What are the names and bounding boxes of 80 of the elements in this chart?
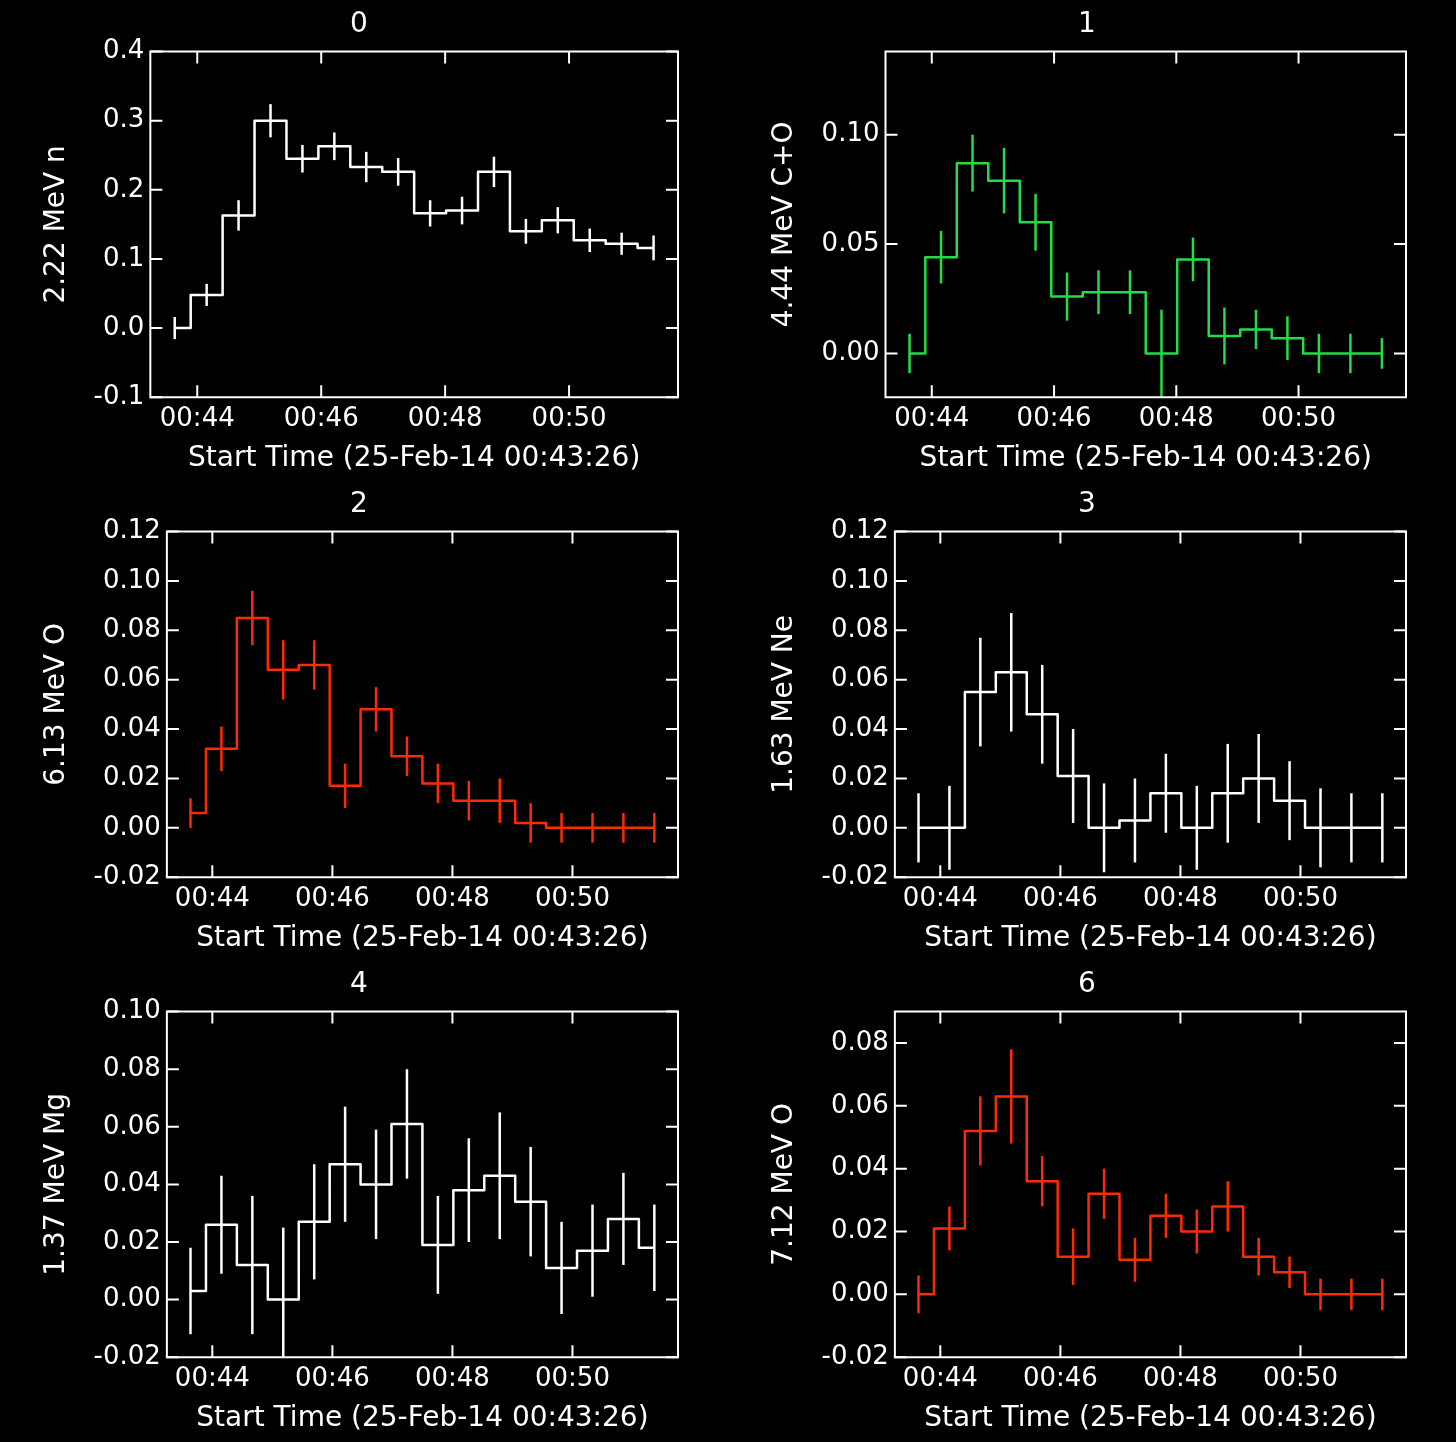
x-tick-label: 00:48 bbox=[1142, 881, 1218, 912]
y-tick-label: -0.02 bbox=[93, 1339, 161, 1370]
x-tick-label: 00:48 bbox=[1142, 1361, 1218, 1392]
x-tick-label: 00:46 bbox=[294, 1361, 370, 1392]
y-tick-label: 0.1 bbox=[102, 241, 145, 272]
x-tick-label: 00:50 bbox=[535, 881, 610, 912]
y-tick-label: 0.3 bbox=[102, 103, 145, 134]
x-tick-label: 00:50 bbox=[1263, 1361, 1338, 1392]
y-tick-label: -0.02 bbox=[821, 1339, 889, 1370]
y-axis-title: 1.63 MeV Ne bbox=[766, 614, 800, 794]
x-tick-label: 00:50 bbox=[531, 401, 607, 432]
x-tick-label: 00:48 bbox=[407, 401, 483, 432]
x-axis-title: Start Time (25-Feb-14 00:43:26) bbox=[924, 920, 1377, 954]
y-tick-label: 0.08 bbox=[830, 1025, 889, 1056]
y-tick-label: 0.12 bbox=[102, 514, 161, 545]
y-tick-label: 0.02 bbox=[102, 1224, 161, 1255]
y-tick-label: 0.06 bbox=[102, 1109, 161, 1140]
y-tick-label: 0.10 bbox=[821, 117, 880, 148]
x-tick-label: 00:50 bbox=[535, 1361, 610, 1392]
x-tick-label: 00:44 bbox=[159, 401, 235, 432]
y-tick-label: 0.02 bbox=[830, 1214, 889, 1245]
y-tick-label: 0.0 bbox=[102, 310, 145, 341]
y-axis-title: 7.12 MeV O bbox=[766, 1103, 800, 1266]
y-tick-label: 0.10 bbox=[102, 563, 161, 594]
y-tick-label: 0.04 bbox=[102, 1167, 161, 1198]
y-axis-title: 2.22 MeV n bbox=[38, 145, 72, 304]
y-tick-label: 0.06 bbox=[102, 662, 161, 693]
x-tick-label: 00:50 bbox=[1261, 401, 1337, 432]
y-tick-label: -0.1 bbox=[93, 379, 145, 410]
y-tick-label: 0.00 bbox=[102, 810, 161, 841]
x-tick-label: 00:46 bbox=[294, 881, 370, 912]
y-tick-label: 0.02 bbox=[102, 761, 161, 792]
chart-title: 4 bbox=[350, 966, 368, 1000]
y-tick-label: 0.08 bbox=[102, 613, 161, 644]
chart-title: 1 bbox=[1078, 6, 1096, 40]
y-tick-label: 0.4 bbox=[102, 34, 145, 65]
y-tick-label: -0.02 bbox=[93, 859, 161, 890]
y-tick-label: 0.2 bbox=[102, 172, 145, 203]
y-tick-label: 0.00 bbox=[830, 810, 889, 841]
y-axis-title: 6.13 MeV O bbox=[38, 623, 72, 786]
y-tick-label: 0.06 bbox=[830, 662, 889, 693]
x-tick-label: 00:46 bbox=[1022, 1361, 1098, 1392]
x-tick-label: 00:44 bbox=[894, 401, 970, 432]
x-tick-label: 00:44 bbox=[902, 1361, 978, 1392]
x-tick-label: 00:46 bbox=[1022, 881, 1098, 912]
x-axis-title: Start Time (25-Feb-14 00:43:26) bbox=[924, 1400, 1377, 1434]
y-tick-label: 0.04 bbox=[830, 711, 889, 742]
y-tick-label: 0.00 bbox=[821, 336, 880, 367]
x-axis-title: Start Time (25-Feb-14 00:43:26) bbox=[919, 440, 1372, 474]
x-tick-label: 00:44 bbox=[174, 881, 250, 912]
x-axis-title: Start Time (25-Feb-14 00:43:26) bbox=[188, 440, 641, 474]
chart-title: 3 bbox=[1078, 486, 1096, 520]
y-axis-title: 4.44 MeV C+O bbox=[766, 121, 800, 328]
x-axis-title: Start Time (25-Feb-14 00:43:26) bbox=[196, 1400, 649, 1434]
y-tick-label: 0.06 bbox=[830, 1088, 889, 1119]
x-tick-label: 00:48 bbox=[1138, 401, 1214, 432]
y-tick-label: 0.08 bbox=[830, 613, 889, 644]
y-tick-label: 0.02 bbox=[830, 761, 889, 792]
x-tick-label: 00:48 bbox=[414, 1361, 490, 1392]
y-tick-label: -0.02 bbox=[821, 859, 889, 890]
chart-title: 6 bbox=[1078, 966, 1096, 1000]
chart-title: 2 bbox=[350, 486, 368, 520]
y-tick-label: 0.04 bbox=[830, 1151, 889, 1182]
x-tick-label: 00:50 bbox=[1263, 881, 1338, 912]
x-tick-label: 00:46 bbox=[1016, 401, 1092, 432]
y-tick-label: 0.00 bbox=[830, 1277, 889, 1308]
y-axis-title: 1.37 MeV Mg bbox=[38, 1093, 72, 1276]
chart-title: 0 bbox=[350, 6, 368, 40]
x-tick-label: 00:44 bbox=[902, 881, 978, 912]
y-tick-label: 0.10 bbox=[830, 563, 889, 594]
y-tick-label: 0.05 bbox=[821, 226, 880, 257]
y-tick-label: 0.00 bbox=[102, 1282, 161, 1313]
x-tick-label: 00:46 bbox=[283, 401, 359, 432]
x-tick-label: 00:44 bbox=[174, 1361, 250, 1392]
y-tick-label: 0.08 bbox=[102, 1051, 161, 1082]
y-tick-label: 0.12 bbox=[830, 514, 889, 545]
x-axis-title: Start Time (25-Feb-14 00:43:26) bbox=[196, 920, 649, 954]
y-tick-label: 0.10 bbox=[102, 994, 161, 1025]
x-tick-label: 00:48 bbox=[414, 881, 490, 912]
y-tick-label: 0.04 bbox=[102, 711, 161, 742]
